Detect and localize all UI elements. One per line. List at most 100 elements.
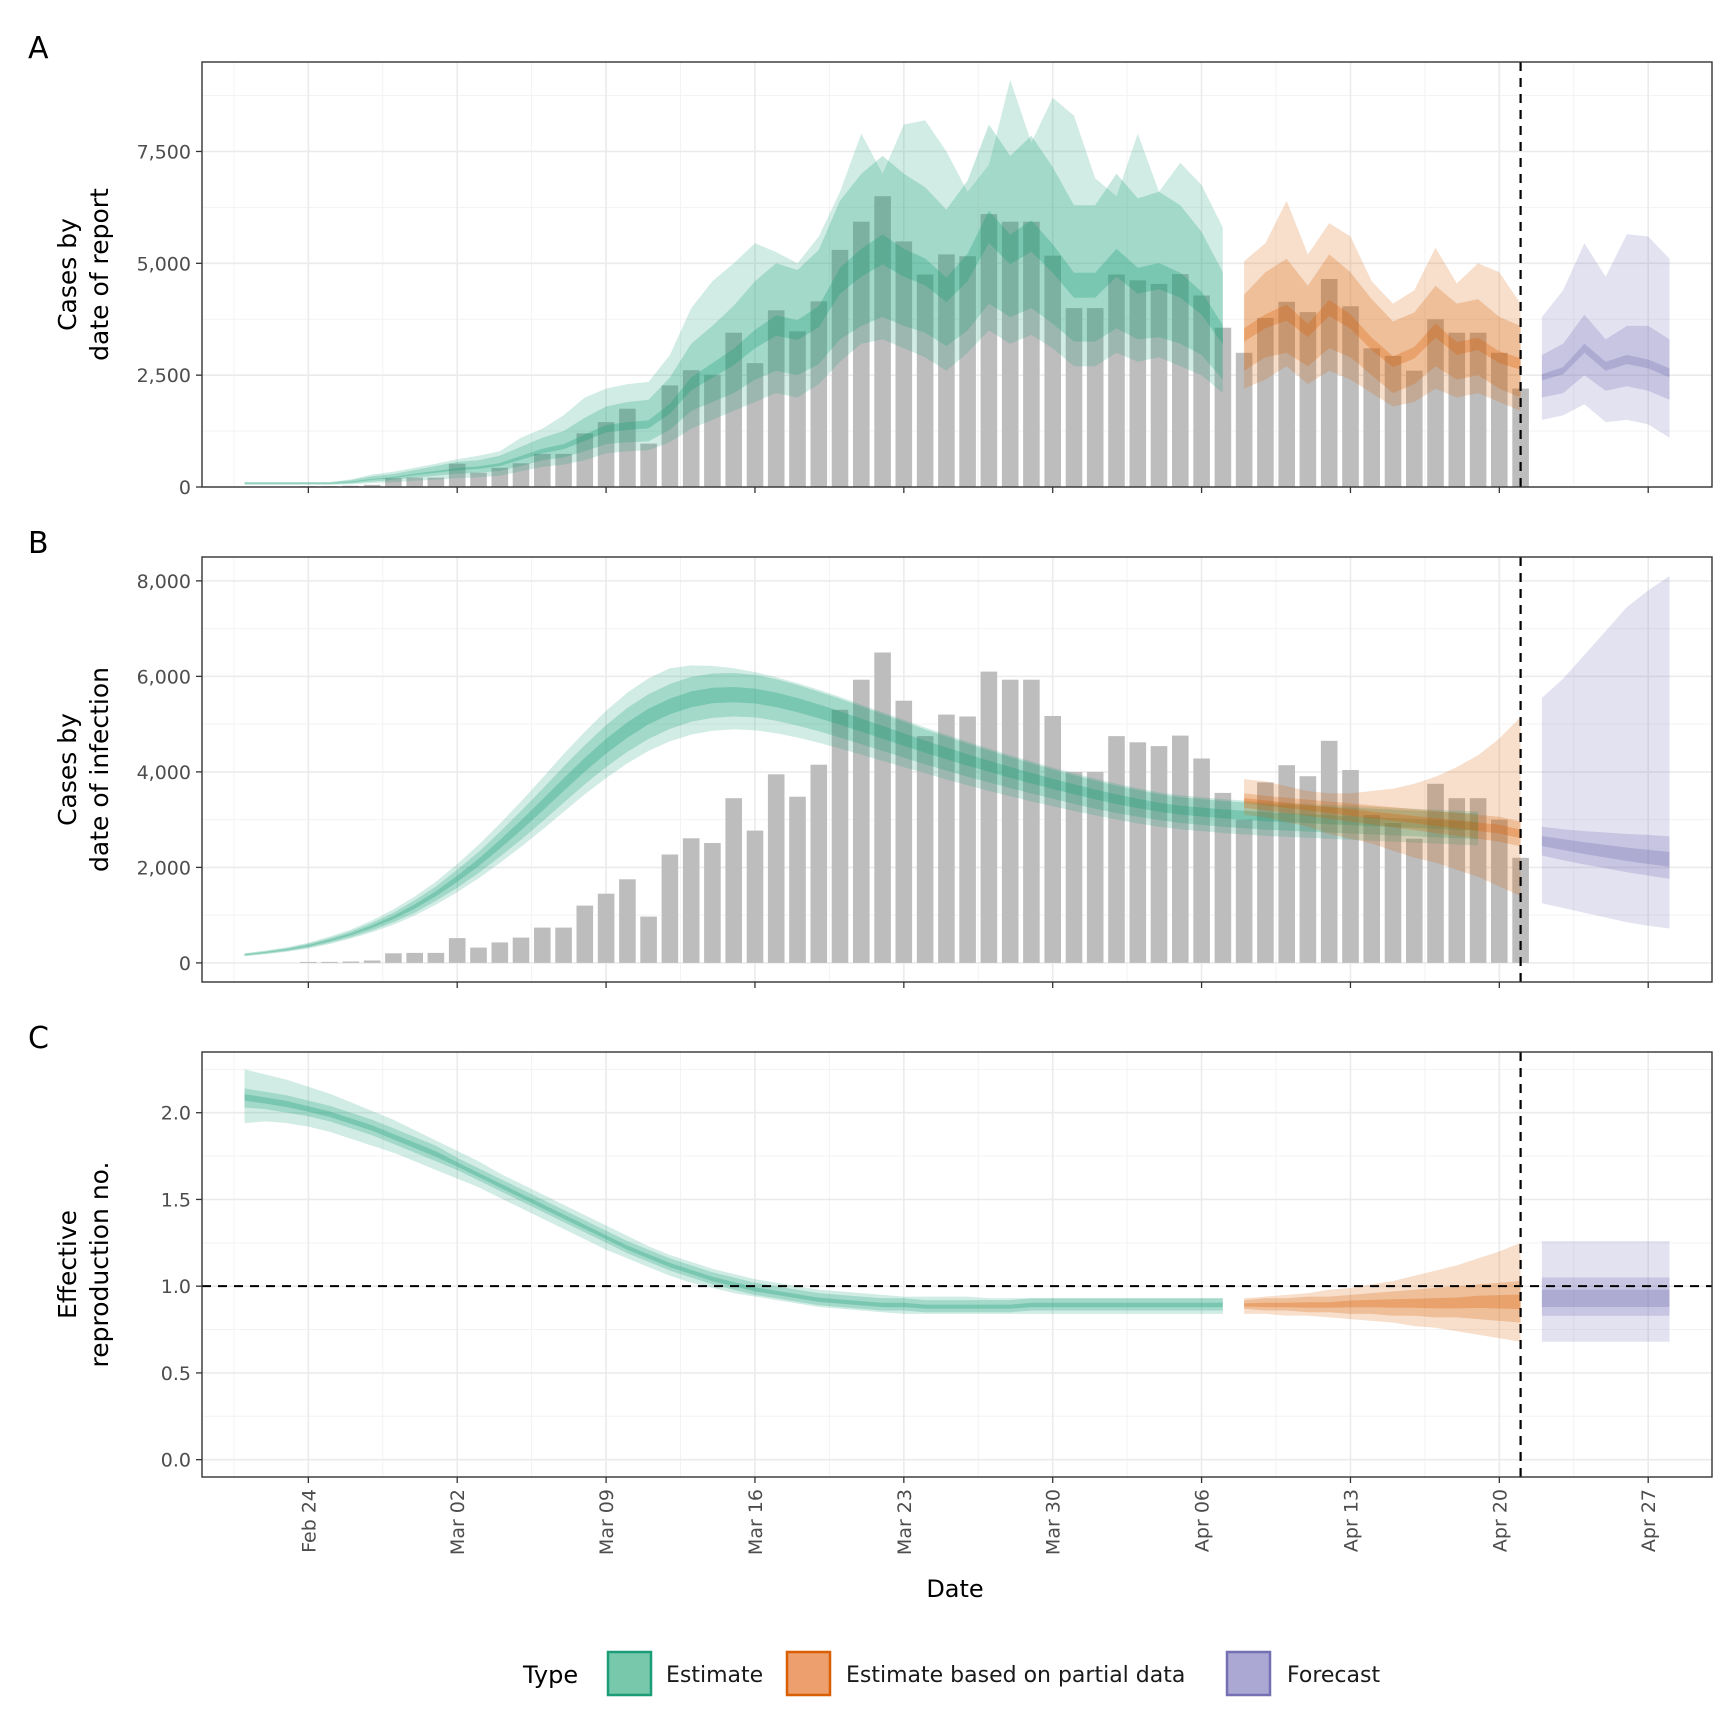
bar: [704, 843, 721, 963]
series-estimate: [244, 1069, 1223, 1314]
bar: [427, 952, 445, 963]
bar: [767, 310, 785, 487]
ribbon-20: [1244, 798, 1521, 839]
bar: [385, 953, 402, 963]
bar: [1363, 814, 1380, 963]
panel-letter: C: [28, 1021, 49, 1056]
ribbon-50: [1244, 254, 1521, 398]
bar: [1384, 823, 1402, 963]
bar: [321, 961, 338, 963]
bar: [1448, 798, 1466, 963]
bar: [1491, 819, 1508, 963]
y-tick-label: 1.5: [161, 1189, 191, 1211]
bar: [1001, 679, 1019, 963]
bar: [980, 671, 998, 963]
ribbon-90: [1541, 1241, 1670, 1342]
y-tick-label: 2,000: [137, 857, 191, 879]
bar: [1086, 308, 1104, 487]
bar: [1491, 352, 1508, 487]
legend-key-estimate: [606, 1650, 653, 1697]
ribbon-20: [1244, 300, 1521, 370]
bar: [1193, 295, 1210, 487]
panel-border: [201, 556, 1713, 983]
bar: [1448, 332, 1466, 487]
legend-item-estimate: Estimate: [606, 1650, 763, 1697]
bar: [1469, 332, 1487, 487]
ribbon-50: [1541, 826, 1670, 879]
y-tick-label: 0.5: [161, 1363, 191, 1385]
bar: [704, 374, 721, 487]
panel-letter: B: [28, 526, 49, 561]
bar: [682, 838, 700, 963]
bar: [1278, 301, 1295, 487]
bar: [1150, 283, 1168, 487]
bar: [938, 714, 955, 963]
y-axis-title-line: date of infection: [85, 667, 114, 872]
ribbon-50: [244, 673, 1479, 956]
bar: [1363, 348, 1380, 487]
x-tick-label: Apr 20: [1489, 1489, 1511, 1552]
bar: [853, 221, 870, 487]
x-axis-title: Date: [926, 1575, 983, 1603]
y-tick-label: 1.0: [161, 1276, 191, 1298]
ribbon-90: [1244, 1242, 1521, 1342]
bar: [1129, 742, 1147, 963]
bar: [470, 947, 487, 963]
bar: [810, 301, 828, 487]
bar: [1214, 327, 1232, 487]
bar: [555, 453, 572, 487]
x-tick-label: Mar 09: [596, 1489, 618, 1555]
legend-label-partial: Estimate based on partial data: [846, 1663, 1185, 1688]
y-tick-label: 2.0: [161, 1103, 191, 1125]
bar: [512, 463, 530, 487]
bar: [1044, 716, 1061, 963]
y-tick-label: 0: [179, 477, 191, 499]
bar: [1044, 255, 1061, 487]
x-tick-label: Apr 13: [1341, 1489, 1363, 1552]
bar: [661, 385, 679, 487]
ribbon-50: [1244, 793, 1521, 847]
bar: [1384, 355, 1402, 487]
bar: [1129, 280, 1147, 487]
bar: [406, 477, 423, 487]
bar: [1193, 758, 1210, 963]
ribbon-20: [1244, 1294, 1521, 1310]
bar: [1086, 771, 1104, 963]
x-tick-label: Mar 02: [447, 1489, 469, 1555]
bar: [597, 422, 615, 487]
x-tick-label: Apr 06: [1192, 1489, 1214, 1552]
y-axis-title-line: Effective: [53, 1210, 82, 1319]
y-tick-label: 4,000: [137, 762, 191, 784]
bar: [1065, 308, 1083, 487]
ribbon-50: [1541, 314, 1670, 400]
series-estimate-based-on-partial-data: [1244, 717, 1521, 896]
bar: [661, 854, 679, 963]
bar: [682, 370, 700, 487]
bar: [597, 893, 615, 963]
bar: [534, 927, 551, 963]
bar: [1235, 352, 1253, 487]
y-tick-label: 0: [179, 953, 191, 975]
plot-background: [202, 1052, 1712, 1477]
y-tick-label: 2,500: [137, 365, 191, 387]
bar: [1023, 221, 1040, 487]
bar: [725, 798, 742, 963]
panel-letter: A: [28, 31, 49, 66]
bar: [576, 433, 594, 487]
panel-border: [201, 61, 1713, 488]
bar: [448, 463, 466, 487]
ribbon-20: [244, 687, 1479, 956]
legend-key-partial: [785, 1650, 832, 1697]
bar: [1427, 783, 1444, 963]
bar: [342, 961, 360, 963]
bar: [831, 709, 849, 963]
bar: [746, 830, 764, 963]
legend-item-partial: Estimate based on partial data: [785, 1650, 1185, 1697]
series-forecast: [1541, 234, 1670, 438]
series-estimate: [244, 79, 1223, 485]
ribbon-20: [1541, 836, 1670, 867]
bar: [363, 960, 381, 963]
bar: [767, 774, 785, 963]
bar: [895, 241, 913, 487]
